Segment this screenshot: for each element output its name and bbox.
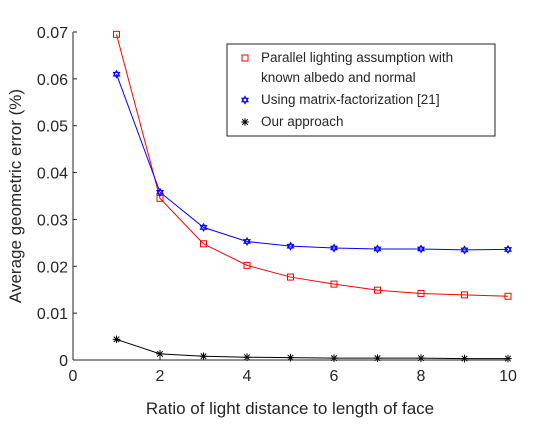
- y-tick-label: 0.04: [37, 166, 68, 183]
- y-tick-label: 0.06: [37, 72, 68, 89]
- series-2-point: [112, 335, 121, 344]
- series-1-point-part: [460, 247, 469, 255]
- x-tick-label: 2: [156, 368, 165, 385]
- series-0-point: [504, 292, 512, 300]
- series-1-point: [460, 245, 469, 255]
- series-1-point: [330, 243, 338, 253]
- legend-entry-0-text: Parallel lighting assumption with: [261, 50, 453, 65]
- series-1-point: [156, 187, 164, 197]
- legend-marker-1-part: [241, 95, 249, 103]
- series-1-point-part: [417, 244, 425, 252]
- series-1-point: [112, 69, 121, 79]
- legend-marker-1: [241, 95, 249, 105]
- y-tick-label: 0.07: [37, 25, 68, 42]
- series-1-point-part: [373, 244, 382, 252]
- x-tick-label: 8: [417, 368, 426, 385]
- series-1-point-part: [156, 189, 164, 197]
- series-1-point-part: [373, 246, 382, 254]
- series-1-point-part: [504, 247, 512, 255]
- legend-marker-0: [241, 54, 249, 62]
- y-tick-label: 0.03: [37, 212, 68, 229]
- series-1-point-part: [243, 239, 251, 247]
- series-0-point: [113, 30, 120, 38]
- series-1-point-part: [112, 69, 121, 77]
- series-1-point-part: [243, 236, 251, 244]
- x-tick-label: 4: [243, 368, 252, 385]
- series-lines: [116, 34, 509, 360]
- series-1-point-part: [330, 245, 338, 253]
- series-1-point-part: [199, 225, 208, 232]
- series-1-point-part: [156, 187, 164, 195]
- series-1-point: [504, 244, 512, 255]
- axes: [72, 31, 509, 361]
- series-1-point-part: [504, 244, 512, 252]
- x-tick-label: 10: [499, 368, 517, 385]
- series-1-point-part: [460, 245, 469, 253]
- series-2-point: [286, 353, 295, 362]
- series-0-point: [374, 286, 381, 294]
- legend-box: [226, 43, 496, 137]
- series-1-point: [286, 241, 295, 251]
- legend: Parallel lighting assumption with known a…: [226, 43, 496, 137]
- x-tick-label: 6: [330, 368, 339, 385]
- series-0-point: [200, 240, 207, 248]
- tick-labels: 0 2 4 6 8 10 0 0.01 0.02 0.03 0.04 0.05 0.06 0.07: [37, 25, 517, 385]
- y-tick-label: 0.01: [37, 306, 68, 323]
- series-0-point: [330, 280, 338, 288]
- series-2-point: [199, 352, 208, 361]
- legend-marker-1-part: [241, 97, 249, 105]
- series-1-point-part: [199, 222, 208, 230]
- series-0-point: [243, 261, 251, 269]
- series-1-point: [373, 244, 382, 254]
- x-tick-label: 0: [69, 368, 78, 385]
- y-axis-label: Average geometric error (%): [6, 89, 25, 303]
- series-0-line: [116, 34, 509, 297]
- legend-marker-2: [241, 118, 249, 126]
- y-tick-label: 0.05: [37, 119, 68, 136]
- series-0-point: [287, 273, 294, 281]
- series-1-point-part: [112, 71, 121, 79]
- series-0-point: [417, 289, 425, 297]
- series-0-point: [461, 291, 468, 299]
- series-1-point-part: [417, 246, 425, 254]
- series-1-point-part: [330, 243, 338, 251]
- series-1-point: [243, 236, 251, 247]
- series-1-point-part: [286, 241, 295, 249]
- y-tick-label: 0: [59, 353, 68, 370]
- legend-entry-0-text: known albedo and normal: [261, 70, 416, 85]
- series-2-point: [156, 350, 164, 358]
- series-2-point: [373, 354, 382, 362]
- series-2-point: [460, 354, 469, 363]
- series-1-point: [417, 244, 425, 254]
- legend-entry-2-text: Our approach: [261, 114, 344, 129]
- series-2-line: [116, 338, 508, 360]
- y-tick-label: 0.02: [37, 259, 68, 276]
- legend-entry-1-text: Using matrix-factorization [21]: [261, 92, 440, 107]
- series-1-point-part: [286, 243, 295, 251]
- series-1-point: [199, 222, 208, 232]
- series-1-line: [116, 73, 509, 251]
- x-axis-label: Ratio of light distance to length of fac…: [146, 399, 434, 418]
